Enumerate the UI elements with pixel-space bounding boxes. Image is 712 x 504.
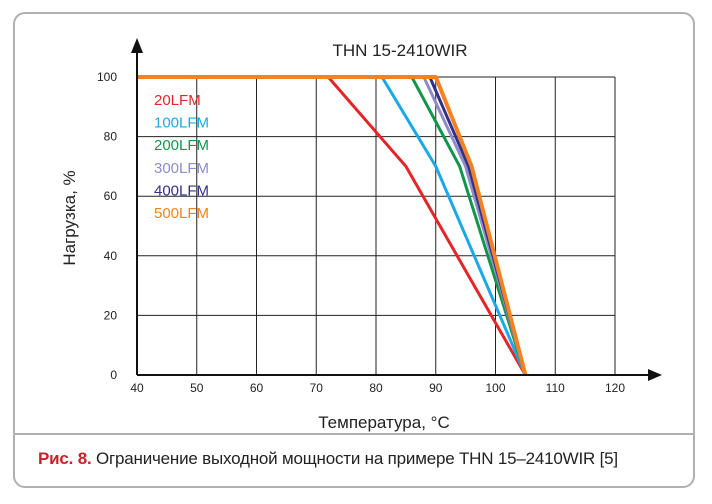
figure-caption: Рис. 8. Ограничение выходной мощности на… <box>38 449 698 469</box>
y-tick-label-80: 80 <box>104 130 118 144</box>
y-axis-arrow-icon <box>131 38 143 53</box>
x-tick-label-90: 90 <box>429 381 443 395</box>
caption-divider <box>13 433 695 435</box>
chart-title: THN 15-2410WIR <box>332 41 467 60</box>
legend-item-20lfm: 20LFM <box>154 92 201 109</box>
caption-text: Ограничение выходной мощности на примере… <box>91 449 618 468</box>
series-lines <box>137 75 528 376</box>
y-tick-label-0: 0 <box>110 368 117 382</box>
series-line-500lfm <box>137 75 528 376</box>
x-tick-label-40: 40 <box>130 381 144 395</box>
legend-item-100lfm: 100LFM <box>154 115 209 132</box>
grid <box>137 76 616 375</box>
axes <box>131 38 662 381</box>
figure-number: Рис. 8. <box>38 449 92 468</box>
x-tick-label-60: 60 <box>250 381 264 395</box>
x-tick-label-100: 100 <box>485 381 505 395</box>
legend-item-400lfm: 400LFM <box>154 182 209 199</box>
y-tick-label-40: 40 <box>104 249 118 263</box>
x-tick-label-50: 50 <box>190 381 204 395</box>
y-axis-title: Нагрузка, % <box>60 170 79 265</box>
y-tick-label-20: 20 <box>104 308 118 322</box>
x-axis-arrow-icon <box>648 369 662 381</box>
x-tick-label-80: 80 <box>369 381 383 395</box>
x-axis-title: Температура, °C <box>318 413 449 432</box>
y-tick-label-100: 100 <box>97 70 117 84</box>
figure-frame <box>13 12 695 488</box>
tick-labels: 40 50 60 70 80 90 100 110 120 0 20 40 60 80 100 <box>97 70 625 395</box>
x-tick-label-110: 110 <box>546 381 565 395</box>
x-tick-label-120: 120 <box>605 381 625 395</box>
y-tick-label-60: 60 <box>104 189 118 203</box>
legend-item-200lfm: 200LFM <box>154 137 209 154</box>
x-tick-label-70: 70 <box>310 381 324 395</box>
legend: 20LFM 100LFM 200LFM 300LFM 400LFM 500LFM <box>154 92 209 222</box>
legend-item-500lfm: 500LFM <box>154 205 209 222</box>
legend-item-300lfm: 300LFM <box>154 160 209 177</box>
